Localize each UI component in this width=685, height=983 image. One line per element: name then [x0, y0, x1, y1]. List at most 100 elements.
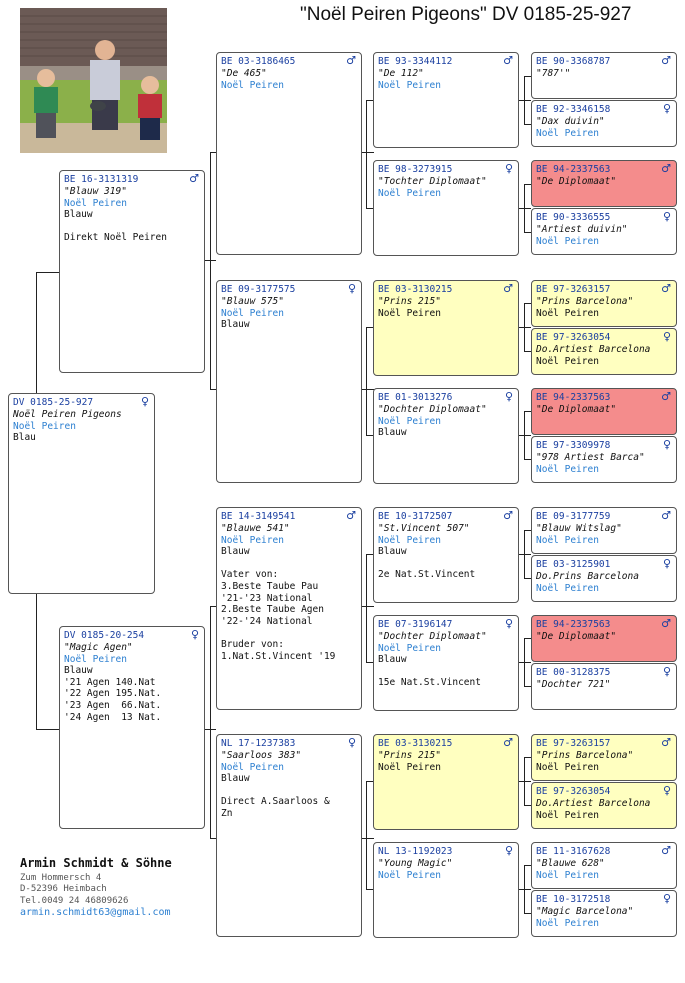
card-header: BE 00-3128375 ♀ — [536, 666, 672, 679]
pigeon-name: "Prins Barcelona" — [536, 750, 634, 761]
ring-number: BE 10-3172518 — [536, 894, 611, 905]
sex-symbol-icon: ♂ — [346, 54, 356, 67]
ring-number: BE 03-3186465 — [221, 56, 296, 67]
connector-line — [362, 838, 374, 839]
breeder: Noël Peiren — [536, 917, 599, 929]
sex-symbol-icon: ♂ — [661, 617, 671, 630]
connector-line — [36, 594, 37, 729]
breeder: Noël Peiren — [221, 761, 284, 773]
connector-line — [366, 554, 367, 662]
connector-line — [524, 411, 531, 412]
card-header: BE 14-3149541 ♂ — [221, 509, 357, 523]
card-header: NL 13-1192023 ♀ — [378, 844, 514, 858]
ring-number: BE 03-3130215 — [378, 284, 453, 295]
sex-symbol-icon: ♀ — [662, 784, 671, 797]
sex-symbol-icon: ♀ — [190, 628, 199, 641]
pigeon-name: "787'" — [536, 68, 571, 79]
pigeon-name: "Young Magic" — [378, 858, 453, 869]
card-header: BE 93-3344112 ♂ — [378, 55, 514, 68]
pigeon-name: "Artiest duivin" — [536, 224, 628, 235]
pigeon-card-g6: BE 97-3263054 ♀ Do.Artiest Barcelona Noël P… — [531, 328, 677, 375]
sex-symbol-icon: ♂ — [189, 172, 199, 185]
connector-line — [524, 232, 531, 233]
address-phone: Tel.0049 24 46809626 — [20, 895, 129, 906]
pigeon-card-ds: BE 14-3149541 ♂ "Blauwe 541" Noël Peiren Bla… — [216, 507, 362, 710]
connector-line — [524, 184, 525, 232]
sex-symbol-icon: ♀ — [504, 617, 513, 630]
ring-number: BE 09-3177575 — [221, 284, 296, 295]
pigeon-name: "St.Vincent 507" — [378, 523, 470, 534]
ring-number: BE 94-2337563 — [536, 392, 611, 403]
ring-number: NL 17-1237383 — [221, 738, 296, 749]
card-header: BE 03-3130215 ♂ — [378, 283, 514, 296]
pigeon-card-g7: BE 94-2337563 ♂ "De Diplomaat" — [531, 388, 677, 435]
info-line: '22-'24 National — [221, 615, 313, 627]
connector-line — [524, 805, 531, 806]
connector-line — [210, 389, 217, 390]
email-link[interactable]: armin.schmidt63@gmail.com — [20, 907, 171, 918]
ring-number: BE 94-2337563 — [536, 619, 611, 630]
connector-line — [524, 303, 531, 304]
pigeon-name: "Blauw 319" — [64, 186, 127, 197]
connector-line — [366, 889, 374, 890]
ring-number: DV 0185-20-254 — [64, 630, 145, 641]
info-line: '23 Agen 66.Nat. — [64, 699, 162, 711]
info-line: Blau — [13, 432, 36, 444]
info-line: Noël Peiren — [536, 761, 599, 773]
info-line: 2.Beste Taube Agen — [221, 604, 324, 616]
connector-line — [366, 435, 374, 436]
info-line: Direkt Noël Peiren — [64, 232, 167, 244]
info-line: '21 Agen 140.Nat — [64, 676, 156, 688]
card-header: BE 09-3177759 ♂ — [536, 510, 672, 523]
info-line: 2e Nat.St.Vincent — [378, 569, 476, 581]
info-line: Blauw — [221, 546, 250, 558]
sex-symbol-icon: ♂ — [661, 162, 671, 175]
info-line: '21-'23 National — [221, 592, 313, 604]
info-line: Blauw — [64, 665, 93, 677]
card-header: BE 94-2337563 ♂ — [536, 162, 672, 176]
connector-line — [524, 757, 531, 758]
card-header: BE 16-3131319 ♂ — [64, 172, 200, 186]
connector-line — [524, 184, 531, 185]
info-line: Direct A.Saarloos & — [221, 796, 330, 808]
ring-number: BE 98-3273915 — [378, 164, 453, 175]
ring-number: BE 93-3344112 — [378, 56, 453, 67]
connector-line — [524, 124, 531, 125]
connector-line — [366, 554, 374, 555]
ring-number: BE 97-3309978 — [536, 440, 611, 451]
sex-symbol-icon: ♂ — [346, 509, 356, 522]
connector-line — [524, 578, 531, 579]
connector-line — [519, 208, 531, 209]
pigeon-name: "Magic Agen" — [64, 642, 133, 653]
connector-line — [519, 889, 531, 890]
connector-line — [210, 152, 217, 153]
pigeon-card-sss: BE 93-3344112 ♂ "De 112" Noël Peiren — [373, 52, 519, 148]
connector-line — [366, 327, 374, 328]
pigeon-name: "Magic Barcelona" — [536, 906, 634, 917]
info-line: Zn — [221, 807, 233, 819]
connector-line — [366, 781, 374, 782]
info-line: Noël Peiren — [536, 809, 599, 821]
pigeon-card-g14: BE 97-3263054 ♀ Do.Artiest Barcelona Noël P… — [531, 782, 677, 829]
connector-line — [519, 554, 531, 555]
ring-number: BE 97-3263157 — [536, 738, 611, 749]
card-header: BE 07-3196147 ♀ — [378, 617, 514, 631]
connector-line — [366, 662, 374, 663]
pigeon-name: "Dochter Diplomaat" — [378, 404, 487, 415]
sex-symbol-icon: ♀ — [504, 844, 513, 857]
card-header: NL 17-1237383 ♀ — [221, 736, 357, 750]
pigeon-card-g15: BE 11-3167628 ♂ "Blauwe 628" Noël Peiren — [531, 842, 677, 889]
connector-line — [362, 152, 374, 153]
sex-symbol-icon: ♀ — [662, 557, 671, 570]
ring-number: BE 00-3128375 — [536, 667, 611, 678]
pigeon-name: Do.Prins Barcelona — [536, 571, 639, 582]
info-line — [64, 221, 200, 233]
connector-line — [519, 327, 531, 328]
connector-line — [210, 838, 217, 839]
sex-symbol-icon: ♀ — [347, 736, 356, 749]
sex-symbol-icon: ♂ — [661, 282, 671, 295]
info-line: Blauw — [221, 319, 250, 331]
breeder: Noël Peiren — [536, 534, 599, 546]
ring-number: BE 97-3263157 — [536, 284, 611, 295]
ring-number: BE 90-3336555 — [536, 212, 611, 223]
